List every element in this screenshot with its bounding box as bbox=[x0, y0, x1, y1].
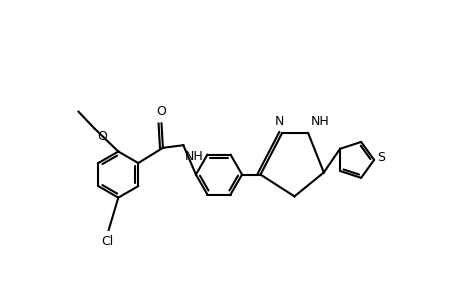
Text: Cl: Cl bbox=[101, 236, 114, 248]
Text: N: N bbox=[274, 115, 284, 128]
Text: NH: NH bbox=[185, 150, 203, 163]
Text: NH: NH bbox=[310, 115, 329, 128]
Text: O: O bbox=[156, 105, 166, 119]
Text: O: O bbox=[97, 130, 106, 143]
Text: S: S bbox=[377, 151, 385, 164]
